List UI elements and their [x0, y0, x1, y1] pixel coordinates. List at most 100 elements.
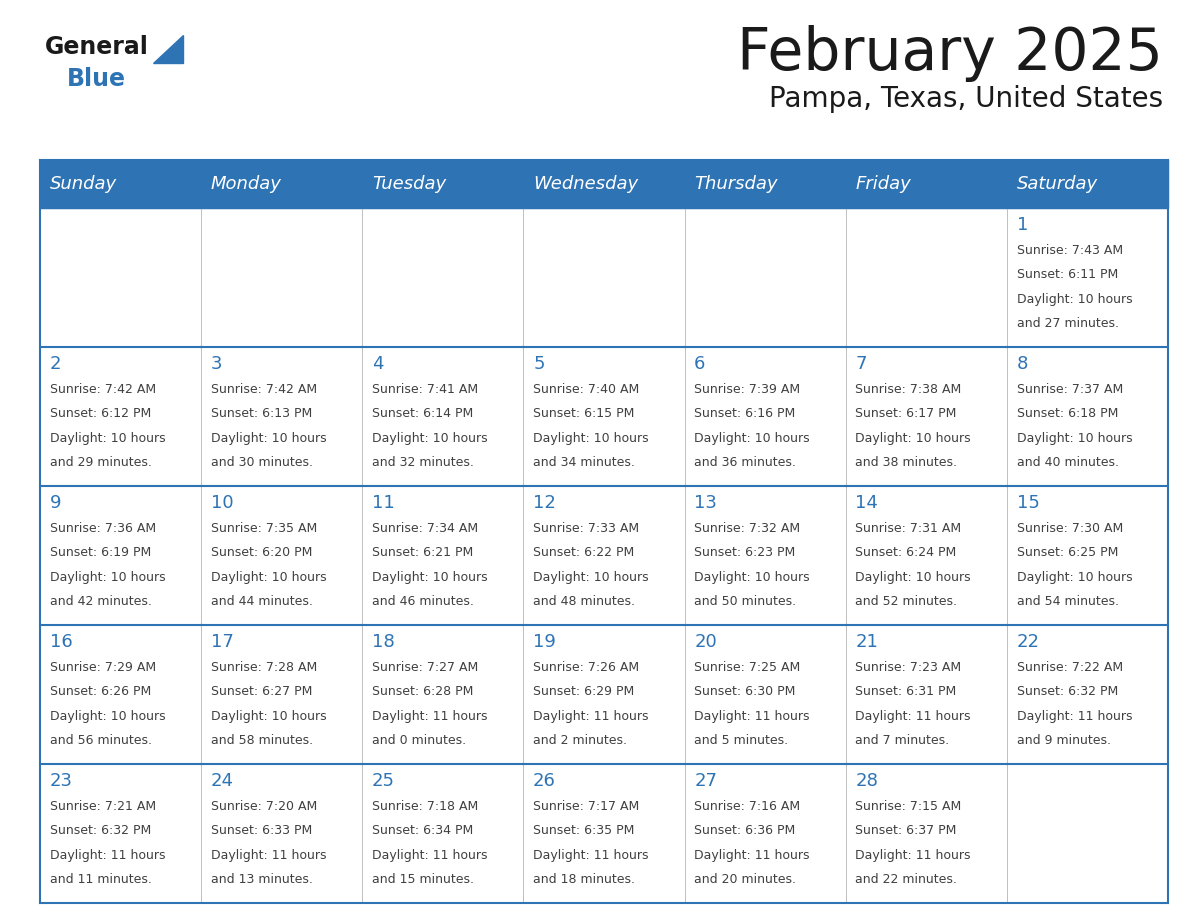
Text: Daylight: 11 hours: Daylight: 11 hours — [372, 710, 487, 722]
Bar — [846, 625, 1007, 764]
Text: Daylight: 11 hours: Daylight: 11 hours — [210, 849, 327, 862]
Text: and 27 minutes.: and 27 minutes. — [1017, 317, 1119, 330]
Text: Sunset: 6:20 PM: Sunset: 6:20 PM — [210, 546, 312, 559]
Text: 24: 24 — [210, 772, 234, 790]
Bar — [40, 160, 201, 208]
Text: Daylight: 11 hours: Daylight: 11 hours — [855, 849, 971, 862]
Text: and 58 minutes.: and 58 minutes. — [210, 734, 312, 747]
Text: and 13 minutes.: and 13 minutes. — [210, 873, 312, 886]
Bar — [846, 160, 1007, 208]
Text: Sunrise: 7:17 AM: Sunrise: 7:17 AM — [533, 800, 639, 813]
Text: 22: 22 — [1017, 633, 1040, 652]
Text: Tuesday: Tuesday — [372, 175, 446, 193]
Text: and 32 minutes.: and 32 minutes. — [372, 456, 474, 469]
Text: and 34 minutes.: and 34 minutes. — [533, 456, 634, 469]
Text: Daylight: 10 hours: Daylight: 10 hours — [694, 431, 810, 445]
Text: Sunset: 6:19 PM: Sunset: 6:19 PM — [50, 546, 151, 559]
Text: Daylight: 10 hours: Daylight: 10 hours — [1017, 293, 1132, 306]
Bar — [684, 347, 846, 486]
Text: 10: 10 — [210, 494, 233, 512]
Bar — [846, 347, 1007, 486]
Text: 2: 2 — [50, 355, 61, 374]
Text: Sunrise: 7:23 AM: Sunrise: 7:23 AM — [855, 661, 961, 674]
Bar — [846, 208, 1007, 347]
Text: Sunset: 6:22 PM: Sunset: 6:22 PM — [533, 546, 634, 559]
Text: Sunset: 6:17 PM: Sunset: 6:17 PM — [855, 408, 956, 420]
Text: and 0 minutes.: and 0 minutes. — [372, 734, 466, 747]
Bar — [40, 347, 201, 486]
Text: Sunset: 6:21 PM: Sunset: 6:21 PM — [372, 546, 473, 559]
Text: Sunset: 6:23 PM: Sunset: 6:23 PM — [694, 546, 796, 559]
Text: Sunset: 6:28 PM: Sunset: 6:28 PM — [372, 686, 473, 699]
Bar — [1007, 160, 1168, 208]
Text: Sunset: 6:27 PM: Sunset: 6:27 PM — [210, 686, 312, 699]
Text: Sunset: 6:29 PM: Sunset: 6:29 PM — [533, 686, 634, 699]
Text: and 15 minutes.: and 15 minutes. — [372, 873, 474, 886]
Text: 23: 23 — [50, 772, 72, 790]
Text: 13: 13 — [694, 494, 718, 512]
Text: Daylight: 11 hours: Daylight: 11 hours — [1017, 710, 1132, 722]
Text: Daylight: 11 hours: Daylight: 11 hours — [855, 710, 971, 722]
Text: Sunrise: 7:36 AM: Sunrise: 7:36 AM — [50, 522, 156, 535]
Text: Thursday: Thursday — [694, 175, 778, 193]
Text: Wednesday: Wednesday — [533, 175, 638, 193]
Text: Sunset: 6:12 PM: Sunset: 6:12 PM — [50, 408, 151, 420]
Text: Sunrise: 7:38 AM: Sunrise: 7:38 AM — [855, 383, 961, 397]
Text: Sunset: 6:11 PM: Sunset: 6:11 PM — [1017, 268, 1118, 282]
Text: 15: 15 — [1017, 494, 1040, 512]
Text: Sunrise: 7:16 AM: Sunrise: 7:16 AM — [694, 800, 801, 813]
Text: 8: 8 — [1017, 355, 1028, 374]
Bar — [40, 208, 201, 347]
Text: Daylight: 10 hours: Daylight: 10 hours — [50, 710, 165, 722]
Text: Sunrise: 7:15 AM: Sunrise: 7:15 AM — [855, 800, 961, 813]
Text: 9: 9 — [50, 494, 61, 512]
Text: Blue: Blue — [67, 67, 126, 91]
Text: Sunset: 6:16 PM: Sunset: 6:16 PM — [694, 408, 796, 420]
Text: 11: 11 — [372, 494, 394, 512]
Bar — [846, 486, 1007, 625]
Text: Sunrise: 7:31 AM: Sunrise: 7:31 AM — [855, 522, 961, 535]
Text: Sunrise: 7:18 AM: Sunrise: 7:18 AM — [372, 800, 479, 813]
Bar — [684, 625, 846, 764]
Text: Daylight: 10 hours: Daylight: 10 hours — [372, 571, 487, 584]
Text: Sunrise: 7:41 AM: Sunrise: 7:41 AM — [372, 383, 478, 397]
Text: Sunrise: 7:33 AM: Sunrise: 7:33 AM — [533, 522, 639, 535]
Text: Sunrise: 7:22 AM: Sunrise: 7:22 AM — [1017, 661, 1123, 674]
Text: and 22 minutes.: and 22 minutes. — [855, 873, 958, 886]
Text: Sunrise: 7:35 AM: Sunrise: 7:35 AM — [210, 522, 317, 535]
Text: Daylight: 10 hours: Daylight: 10 hours — [372, 431, 487, 445]
Text: and 7 minutes.: and 7 minutes. — [855, 734, 949, 747]
Bar — [201, 208, 362, 347]
Text: and 40 minutes.: and 40 minutes. — [1017, 456, 1119, 469]
Text: and 42 minutes.: and 42 minutes. — [50, 595, 152, 608]
Text: Sunrise: 7:29 AM: Sunrise: 7:29 AM — [50, 661, 156, 674]
Bar — [201, 625, 362, 764]
Text: 12: 12 — [533, 494, 556, 512]
Text: and 2 minutes.: and 2 minutes. — [533, 734, 627, 747]
Text: Sunset: 6:37 PM: Sunset: 6:37 PM — [855, 824, 956, 837]
Text: and 9 minutes.: and 9 minutes. — [1017, 734, 1111, 747]
Text: 7: 7 — [855, 355, 867, 374]
Bar — [1007, 208, 1168, 347]
Text: Sunday: Sunday — [50, 175, 116, 193]
Text: 5: 5 — [533, 355, 544, 374]
Text: 14: 14 — [855, 494, 878, 512]
Text: and 46 minutes.: and 46 minutes. — [372, 595, 474, 608]
Text: Sunset: 6:24 PM: Sunset: 6:24 PM — [855, 546, 956, 559]
Bar — [201, 160, 362, 208]
Bar — [362, 764, 524, 903]
Text: Daylight: 10 hours: Daylight: 10 hours — [210, 710, 327, 722]
Text: Sunrise: 7:37 AM: Sunrise: 7:37 AM — [1017, 383, 1123, 397]
Text: and 5 minutes.: and 5 minutes. — [694, 734, 789, 747]
Text: and 50 minutes.: and 50 minutes. — [694, 595, 796, 608]
Text: Daylight: 10 hours: Daylight: 10 hours — [210, 571, 327, 584]
Bar — [1007, 625, 1168, 764]
Text: Daylight: 10 hours: Daylight: 10 hours — [533, 571, 649, 584]
Polygon shape — [153, 35, 183, 63]
Text: Sunset: 6:35 PM: Sunset: 6:35 PM — [533, 824, 634, 837]
Text: Sunrise: 7:43 AM: Sunrise: 7:43 AM — [1017, 244, 1123, 257]
Text: Sunset: 6:33 PM: Sunset: 6:33 PM — [210, 824, 312, 837]
Text: 3: 3 — [210, 355, 222, 374]
Text: Daylight: 10 hours: Daylight: 10 hours — [210, 431, 327, 445]
Text: 28: 28 — [855, 772, 878, 790]
